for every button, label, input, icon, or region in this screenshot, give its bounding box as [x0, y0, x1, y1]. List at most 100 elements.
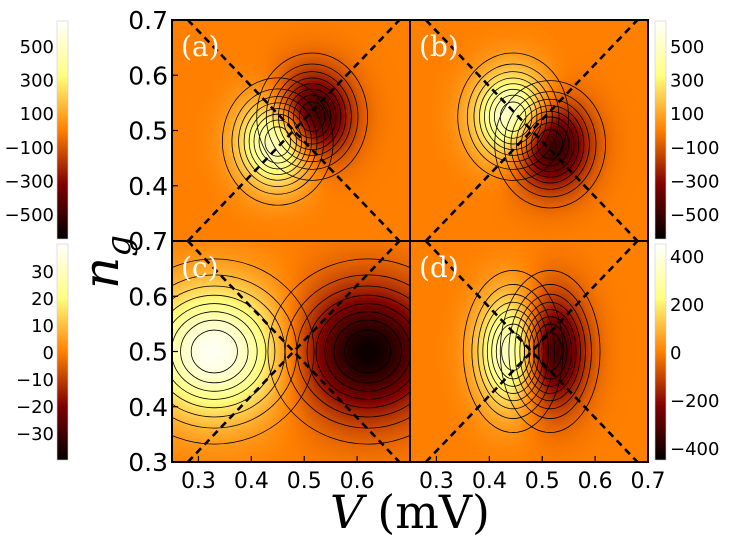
contour-lines — [172, 258, 410, 445]
contour-ring — [523, 309, 577, 394]
contour-ring — [267, 258, 410, 445]
colorbar-tick-label: 500 — [20, 37, 54, 58]
contour-ring — [494, 80, 606, 209]
colorbar-tick-label: −100 — [5, 138, 54, 159]
colorbar-tick-label: −10 — [16, 370, 54, 391]
y-tick-label: 0.6 — [128, 61, 168, 90]
contour-ring — [525, 116, 575, 173]
colorbar-tick-label: 100 — [670, 104, 704, 125]
contour-ring — [528, 316, 572, 387]
contour-ring — [495, 323, 531, 380]
contour-ring — [531, 122, 570, 167]
colorbar-top-left: 500 300 100 −100 −300 −500 — [5, 20, 69, 240]
contour-ring — [258, 119, 297, 164]
contour-ring — [265, 63, 359, 170]
heatmap-image — [410, 20, 648, 241]
contour-ring — [519, 301, 581, 402]
contour-ring — [306, 294, 410, 409]
contour-ring — [344, 329, 392, 374]
panel-bottom-left — [172, 241, 410, 462]
contour-ring — [287, 88, 337, 145]
x-tick-label: 0.6 — [578, 469, 613, 494]
contour-ring — [503, 91, 597, 198]
diamond-dashed-line — [424, 20, 639, 241]
panel-label: (c) — [181, 251, 219, 284]
panel-label: (a) — [181, 30, 220, 63]
colorbar-tick-label: −200 — [670, 391, 719, 412]
contour-ring — [477, 293, 549, 410]
y-tick-label: 0.4 — [128, 172, 168, 201]
diamond-dashed-line — [424, 241, 639, 462]
contour-ring — [190, 329, 238, 374]
contour-ring — [488, 88, 538, 145]
colorbar-tick-label: 200 — [670, 295, 704, 316]
colorbar-tick-label: −100 — [670, 138, 719, 159]
contour-lines — [221, 52, 368, 206]
colorbar-tick-label: −500 — [670, 205, 719, 226]
contour-ring — [333, 319, 402, 384]
panel-top-left — [172, 20, 410, 241]
diamond-dashed-line — [186, 20, 401, 241]
contour-ring — [248, 108, 307, 175]
y-tick-label: 0.7 — [128, 227, 168, 256]
contour-ring — [521, 110, 580, 178]
contour-ring — [243, 102, 312, 181]
diamond-dashed-line — [186, 241, 401, 462]
y-tick-label: 0.3 — [128, 448, 168, 477]
colorbar-tick-label: −20 — [16, 397, 54, 418]
colorbar-tick-label: 300 — [670, 71, 704, 92]
colorbar-tick-label: 20 — [31, 289, 54, 310]
contour-ring — [482, 301, 544, 402]
x-tick-label: 0.4 — [472, 469, 507, 494]
contour-lines — [462, 270, 601, 433]
colorbar-top-right: 500 300 100 −100 −300 −500 — [654, 20, 719, 240]
contour-ring — [508, 284, 592, 419]
x-tick-label: 0.6 — [340, 469, 375, 494]
contour-lines — [457, 52, 606, 209]
contour-ring — [532, 323, 568, 380]
contour-ring — [231, 88, 325, 195]
diamond-dashed-line — [186, 241, 401, 462]
colorbar-tick-label: 10 — [31, 316, 54, 337]
contour-ring — [172, 311, 258, 392]
x-tick-label: 0.7 — [631, 469, 666, 494]
panel-top-right — [410, 20, 648, 241]
contour-ring — [296, 285, 410, 418]
contour-ring — [457, 52, 569, 181]
colorbar-tick-label: −500 — [5, 205, 54, 226]
contour-ring — [172, 303, 267, 400]
colorbar-tick-label: 30 — [31, 262, 54, 283]
contour-ring — [264, 126, 292, 157]
contour-ring — [510, 98, 590, 190]
x-axis-label: V (mV) — [330, 485, 490, 539]
x-tick-label: 0.3 — [181, 469, 216, 494]
panel-bottom-right — [410, 241, 648, 462]
contour-ring — [293, 94, 332, 139]
contour-ring — [462, 270, 564, 433]
contour-ring — [278, 77, 347, 156]
panel-label: (d) — [419, 251, 459, 284]
colorbar-tick-label: −300 — [5, 171, 54, 192]
heatmap-image — [172, 20, 410, 241]
contour-ring — [256, 52, 368, 181]
contour-ring — [284, 274, 410, 429]
x-tick-label: 0.5 — [287, 469, 322, 494]
colorbar-tick-label: 300 — [20, 71, 54, 92]
colorbar-gradient — [654, 20, 667, 240]
colorbar-tick-label: 500 — [670, 37, 704, 58]
contour-ring — [324, 311, 410, 392]
contour-ring — [471, 284, 555, 419]
contour-ring — [466, 63, 560, 170]
contour-ring — [298, 101, 326, 132]
contour-ring — [238, 96, 318, 187]
colorbar-gradient — [56, 243, 69, 461]
contour-ring — [180, 319, 249, 384]
contour-ring — [536, 129, 564, 160]
colorbar-gradient — [654, 243, 667, 461]
panel-label: (b) — [419, 30, 459, 63]
x-tick-label: 0.3 — [419, 469, 454, 494]
colorbar-tick-label: 100 — [20, 104, 54, 125]
y-tick-label: 0.6 — [128, 282, 168, 311]
